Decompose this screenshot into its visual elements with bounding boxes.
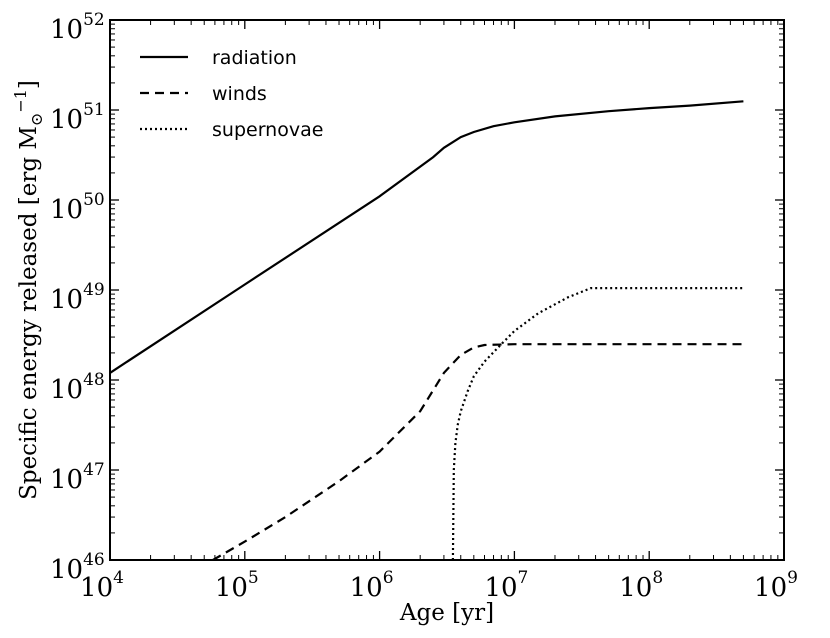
x-tick-label: 106 — [350, 568, 394, 603]
x-tick-label: 105 — [215, 568, 259, 603]
y-tick-label: 1050 — [50, 190, 105, 225]
axis-tick-labels: 104 105 106 107 108 109 1046 1047 1048 1049 1050 10… — [50, 10, 798, 603]
y-tick-label: 1046 — [50, 550, 105, 585]
legend-label-radiation: radiation — [212, 47, 297, 69]
x-axis-label: Age [yr] — [399, 600, 494, 626]
y-axis-label: Specific energy released [erg M⊙−1] — [11, 80, 46, 500]
x-tick-label: 108 — [619, 568, 663, 603]
legend: radiation winds supernovae — [140, 47, 323, 141]
y-tick-label: 1049 — [50, 280, 105, 315]
series-line-winds — [212, 343, 744, 561]
y-tick-label: 1048 — [50, 370, 105, 405]
series-line-radiation — [109, 100, 744, 374]
x-tick-label: 109 — [754, 568, 798, 603]
y-tick-label: 1047 — [50, 460, 105, 495]
x-tick-label: 107 — [484, 568, 528, 603]
legend-label-winds: winds — [212, 83, 267, 105]
x-tick-label: 104 — [80, 568, 124, 603]
axis-ticks — [109, 19, 785, 561]
series-layer — [109, 100, 744, 561]
legend-label-supernovae: supernovae — [212, 119, 323, 141]
y-tick-label: 1052 — [50, 10, 105, 45]
y-tick-label: 1051 — [50, 100, 105, 135]
plot-area — [109, 19, 785, 561]
